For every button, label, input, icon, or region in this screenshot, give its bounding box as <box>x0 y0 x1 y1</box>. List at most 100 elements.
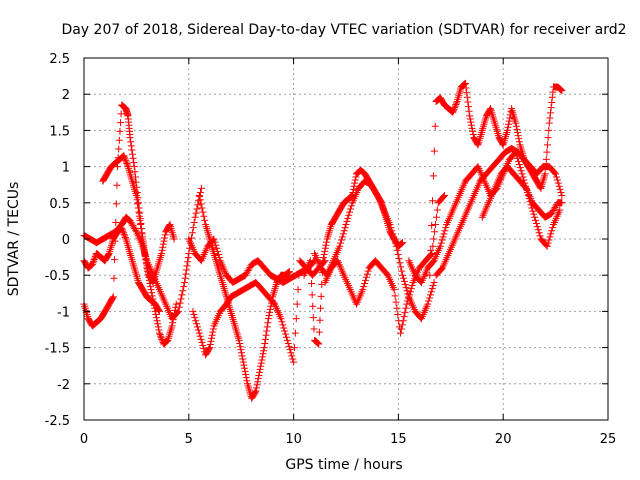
data-point-interp <box>209 328 217 336</box>
data-point-interp <box>314 339 322 347</box>
data-point-interp <box>189 224 197 232</box>
data-point <box>168 322 176 330</box>
data-point-interp <box>462 84 470 92</box>
y-tick-labels: -2.5 -2 -1.5 -1 -0.5 0 0.5 1 1.5 2 2.5 <box>45 52 70 429</box>
data-point-interp <box>556 85 564 93</box>
data-point-interp <box>211 238 219 246</box>
data-point <box>558 87 566 95</box>
data-point-interp <box>349 185 357 193</box>
data-point-interp <box>428 285 436 293</box>
data-point-interp <box>120 153 128 161</box>
data-point-interp <box>550 205 558 213</box>
data-point-interp <box>253 381 261 389</box>
data-point-interp <box>264 319 272 327</box>
data-point-interp <box>431 122 439 130</box>
data-point-interp <box>199 208 207 216</box>
data-point <box>449 108 457 116</box>
data-point-interp <box>438 265 446 273</box>
data-point-interp <box>181 274 189 282</box>
y-tick-label: -0.5 <box>45 269 70 284</box>
series-track-f <box>189 257 329 366</box>
data-point-interp <box>139 237 147 245</box>
data-point-interp <box>105 251 113 259</box>
data-point-interp <box>117 119 125 127</box>
data-point <box>390 286 398 294</box>
data-point-interp <box>399 317 407 325</box>
data-point-interp <box>284 269 292 277</box>
data-point-interp <box>439 233 447 241</box>
data-point-interp <box>546 233 554 241</box>
data-point-interp <box>194 326 202 334</box>
data-point-interp <box>532 216 540 224</box>
data-point-interp <box>425 297 433 305</box>
series-track-j <box>321 192 449 337</box>
axis-ticks <box>83 57 609 421</box>
data-point-interp <box>208 331 216 339</box>
data-point-interp <box>130 158 138 166</box>
data-point-interp <box>266 305 274 313</box>
data-point-interp <box>467 121 475 129</box>
y-axis-label: SDTVAR / TECUs <box>6 182 22 297</box>
data-point <box>285 268 293 276</box>
data-point-interp <box>514 154 522 162</box>
data-point-interp <box>469 127 477 135</box>
data-point-interp <box>245 265 253 273</box>
y-tick-label: 2.5 <box>49 52 70 67</box>
data-point-interp <box>521 183 529 191</box>
data-point <box>191 213 199 221</box>
data-point-interp <box>548 227 556 235</box>
data-point-interp <box>449 107 457 115</box>
data-point-interp <box>532 219 540 227</box>
data-point-interp <box>294 286 302 294</box>
data-point-interp <box>170 309 178 317</box>
data-point <box>503 126 511 134</box>
data-point-interp <box>132 226 140 234</box>
data-point-interp <box>254 378 262 386</box>
data-point-interp <box>543 148 551 156</box>
data-point-interp <box>118 226 126 234</box>
data-point-interp <box>371 187 379 195</box>
data-point-interp <box>403 287 411 295</box>
data-point-interp <box>179 287 187 295</box>
data-point-interp <box>467 118 475 126</box>
data-point <box>141 249 149 257</box>
data-point-interp <box>134 200 142 208</box>
data-point-interp <box>193 205 201 213</box>
data-point <box>126 134 134 142</box>
data-point-interp <box>405 294 413 302</box>
data-point-interp <box>190 311 198 319</box>
data-point-interp <box>429 282 437 290</box>
data-point-interp <box>129 150 137 158</box>
data-point-interp <box>191 314 199 322</box>
data-point-interp <box>115 136 123 144</box>
data-point-interp <box>243 377 251 385</box>
data-point-interp <box>133 196 141 204</box>
data-point-interp <box>391 236 399 244</box>
data-point-interp <box>536 232 544 240</box>
data-point-interp <box>394 311 402 319</box>
data-point-interp <box>197 200 205 208</box>
data-point-interp <box>188 229 196 237</box>
data-point-interp <box>397 325 405 333</box>
data-point-interp <box>405 291 413 299</box>
data-point-interp <box>172 303 180 311</box>
data-point <box>552 170 560 178</box>
data-point-interp <box>547 230 555 238</box>
data-point-interp <box>194 201 202 209</box>
data-point-interp <box>350 182 358 190</box>
data-point-interp <box>257 362 265 370</box>
data-point-interp <box>135 212 143 220</box>
data-point-interp <box>282 333 290 341</box>
data-point-interp <box>505 120 513 128</box>
data-point-interp <box>463 93 471 101</box>
data-point-interp <box>190 218 198 226</box>
data-point-interp <box>263 323 271 331</box>
data-point <box>399 239 407 247</box>
data-point-interp <box>116 127 124 135</box>
data-point <box>558 199 566 207</box>
data-point-interp <box>136 216 144 224</box>
data-point-interp <box>238 352 246 360</box>
data-point-interp <box>257 359 265 367</box>
data-point-interp <box>429 172 437 180</box>
data-point-interp <box>440 230 448 238</box>
